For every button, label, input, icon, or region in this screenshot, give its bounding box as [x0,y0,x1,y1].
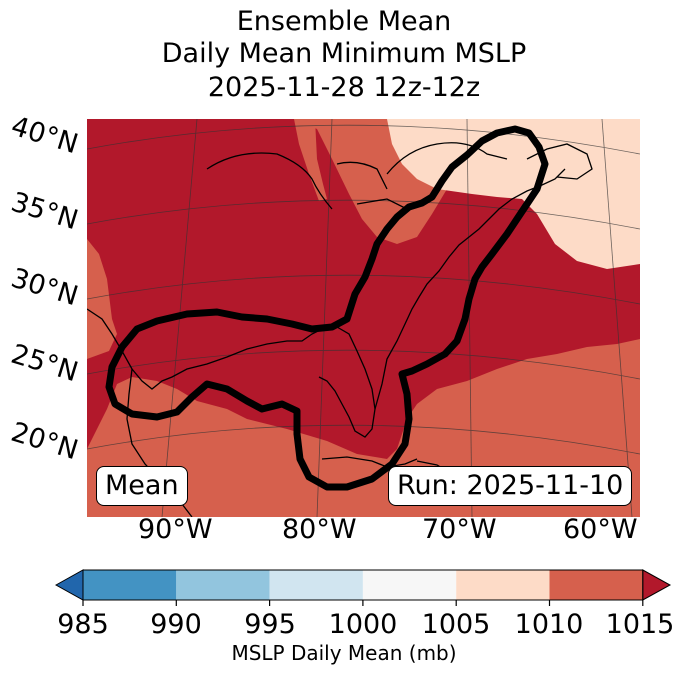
lat-label-30: 30°N [7,262,82,313]
run-date-badge: Run: 2025-11-10 [388,466,633,506]
colorbar-extend-high [642,569,672,601]
colorbar-tick-1015: 1015 [605,609,675,640]
colorbar-swatch-990-995 [176,570,270,600]
colorbar-swatch-995-1000 [269,570,363,600]
colorbar-tick-1005: 1005 [421,609,491,640]
colorbar-tick-1010: 1010 [514,609,584,640]
colorbar-tick-1000: 1000 [328,609,398,640]
title-line-1: Ensemble Mean [236,6,452,37]
colorbar-tick-990: 990 [150,609,202,640]
mslp-contour [105,125,549,491]
lon-label-60w: 60°W [563,514,638,545]
mean-badge: Mean [96,466,188,506]
colorbar-tick-995: 995 [244,609,296,640]
map-canvas [87,119,640,517]
colorbar-swatch-1005-1010 [456,570,550,600]
lat-label-25: 25°N [7,338,82,389]
lat-label-40: 40°N [7,110,82,161]
pressure-band-1005-1010-north [294,119,327,201]
colorbar-tick-985: 985 [57,609,109,640]
pressure-band-1005-1010-west [87,239,117,359]
title-line-3: 2025-11-28 12z-12z [207,72,481,103]
colorbar-swatch-1010-1015 [549,570,643,600]
map-panel [87,119,640,517]
pressure-band-1005-1010 [87,119,640,517]
lat-label-35: 35°N [7,186,82,237]
pressure-band-1000-1005 [387,119,640,269]
colorbar-extend-low [54,569,84,601]
colorbar-swatch-985-990 [83,570,177,600]
colorbar [54,569,672,606]
lon-label-90w: 90°W [138,514,213,545]
colorbar-swatch-1000-1005 [362,570,457,600]
lon-label-70w: 70°W [422,514,497,545]
lat-label-20: 20°N [7,416,82,467]
title-line-2: Daily Mean Minimum MSLP [161,38,527,69]
lon-label-80w: 80°W [282,514,357,545]
colorbar-label: MSLP Daily Mean (mb) [231,641,457,665]
